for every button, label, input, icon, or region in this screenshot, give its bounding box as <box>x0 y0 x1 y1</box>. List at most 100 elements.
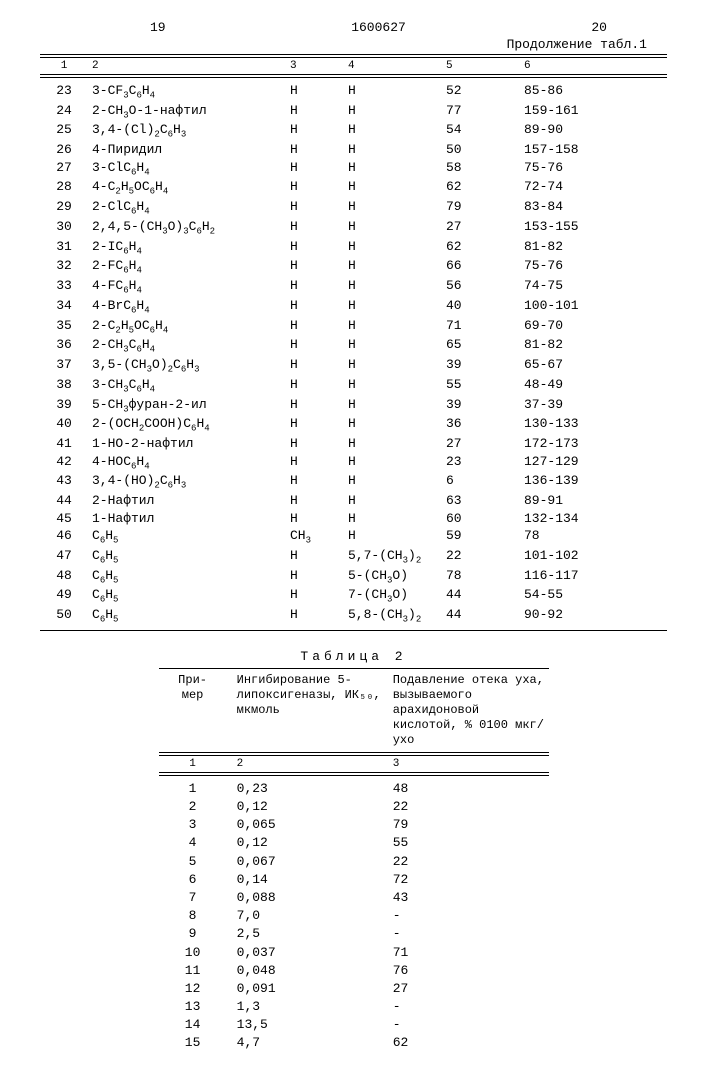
cell: H <box>344 376 442 396</box>
cell: H <box>286 82 344 102</box>
table-row: 242-CH3O-1-нафтилHH77159-161 <box>40 102 667 122</box>
cell: H <box>286 102 344 122</box>
table-2-title: Таблица 2 <box>40 649 667 664</box>
t2-sub-2: 2 <box>227 758 383 770</box>
cell: 5,7-(CH3)2 <box>344 547 442 567</box>
cell: - <box>383 998 549 1016</box>
table-row: 362-CH3C6H4HH6581-82 <box>40 336 667 356</box>
cell: 0,037 <box>227 944 383 962</box>
cell: 81-82 <box>520 238 618 258</box>
cell: 5 <box>159 853 227 871</box>
cell: 157-158 <box>520 141 618 159</box>
cell: H <box>344 159 442 179</box>
cell: 75-76 <box>520 159 618 179</box>
col-5-head: 5 <box>442 60 520 72</box>
cell: 39 <box>40 396 88 416</box>
cell: 44 <box>40 492 88 510</box>
page-num-left: 19 <box>150 20 166 35</box>
cell: 4-BrC6H4 <box>88 297 286 317</box>
cell: H <box>344 238 442 258</box>
table-row: 383-CH3C6H4HH5548-49 <box>40 376 667 396</box>
cell: 69-70 <box>520 317 618 337</box>
cell: H <box>344 121 442 141</box>
cell: H <box>286 336 344 356</box>
table-row: 49C6H5H7-(CH3O)4454-55 <box>40 586 667 606</box>
table-row: 264-ПиридилHH50157-158 <box>40 141 667 159</box>
cell: - <box>383 1016 549 1034</box>
cell: H <box>286 492 344 510</box>
cell: - <box>383 925 549 943</box>
cell: 37-39 <box>520 396 618 416</box>
cell: H <box>286 396 344 416</box>
col-6-head: 6 <box>520 60 618 72</box>
cell: C6H5 <box>88 586 286 606</box>
cell: 40 <box>442 297 520 317</box>
cell: 36 <box>40 336 88 356</box>
table-2-subheader: 1 2 3 <box>159 755 549 773</box>
cell: 10 <box>159 944 227 962</box>
cell: 22 <box>383 798 549 816</box>
cell: 71 <box>383 944 549 962</box>
cell: 2-IC6H4 <box>88 238 286 258</box>
table-row: 46C6H5CH3H5978 <box>40 527 667 547</box>
cell: 45 <box>40 510 88 528</box>
cell: 2 <box>159 798 227 816</box>
cell: 58 <box>442 159 520 179</box>
cell: H <box>344 198 442 218</box>
cell: 4-HOC6H4 <box>88 453 286 473</box>
cell: 62 <box>442 178 520 198</box>
cell: 23 <box>40 82 88 102</box>
cell: H <box>286 567 344 587</box>
table-row: 424-HOC6H4HH23127-129 <box>40 453 667 473</box>
cell: 3-CF3C6H4 <box>88 82 286 102</box>
cell: H <box>286 121 344 141</box>
col-4-head: 4 <box>344 60 442 72</box>
table-row: 154,762 <box>159 1034 549 1052</box>
cell: 12 <box>159 980 227 998</box>
cell: H <box>344 453 442 473</box>
cell: 42 <box>40 453 88 473</box>
table-row: 411-HO-2-нафтилHH27172-173 <box>40 435 667 453</box>
cell: 49 <box>40 586 88 606</box>
table-row: 50,06722 <box>159 853 549 871</box>
cell: H <box>286 356 344 376</box>
cell: 5-(CH3O) <box>344 567 442 587</box>
cell: H <box>344 336 442 356</box>
cell: - <box>383 907 549 925</box>
cell: 37 <box>40 356 88 376</box>
cell: H <box>344 510 442 528</box>
cell: 48 <box>40 567 88 587</box>
cell: 4 <box>159 834 227 852</box>
table-row: 1413,5- <box>159 1016 549 1034</box>
cell: 172-173 <box>520 435 618 453</box>
table-row: 40,1255 <box>159 834 549 852</box>
cell: H <box>286 198 344 218</box>
cell: 43 <box>40 472 88 492</box>
cell: 31 <box>40 238 88 258</box>
cell: 2-CH3O-1-нафтил <box>88 102 286 122</box>
cell: H <box>286 586 344 606</box>
table-row: 442-НафтилHH6389-91 <box>40 492 667 510</box>
cell: 89-91 <box>520 492 618 510</box>
cell: H <box>286 159 344 179</box>
cell: 27 <box>442 435 520 453</box>
cell: 0,23 <box>227 780 383 798</box>
cell: 72-74 <box>520 178 618 198</box>
cell: 77 <box>442 102 520 122</box>
cell: 116-117 <box>520 567 618 587</box>
cell: 76 <box>383 962 549 980</box>
table-row: 20,1222 <box>159 798 549 816</box>
table-row: 433,4-(HO)2C6H3HH6136-139 <box>40 472 667 492</box>
cell: 25 <box>40 121 88 141</box>
table-row: 100,03771 <box>159 944 549 962</box>
t2-col-1-head: При- мер <box>159 673 227 748</box>
cell: 78 <box>442 567 520 587</box>
cell: 2-C2H5OC6H4 <box>88 317 286 337</box>
cell: C6H5 <box>88 567 286 587</box>
cell: 5,8-(CH3)2 <box>344 606 442 626</box>
cell: 52 <box>442 82 520 102</box>
cell: 3 <box>159 816 227 834</box>
cell: 32 <box>40 257 88 277</box>
cell: 43 <box>383 889 549 907</box>
cell: H <box>344 492 442 510</box>
